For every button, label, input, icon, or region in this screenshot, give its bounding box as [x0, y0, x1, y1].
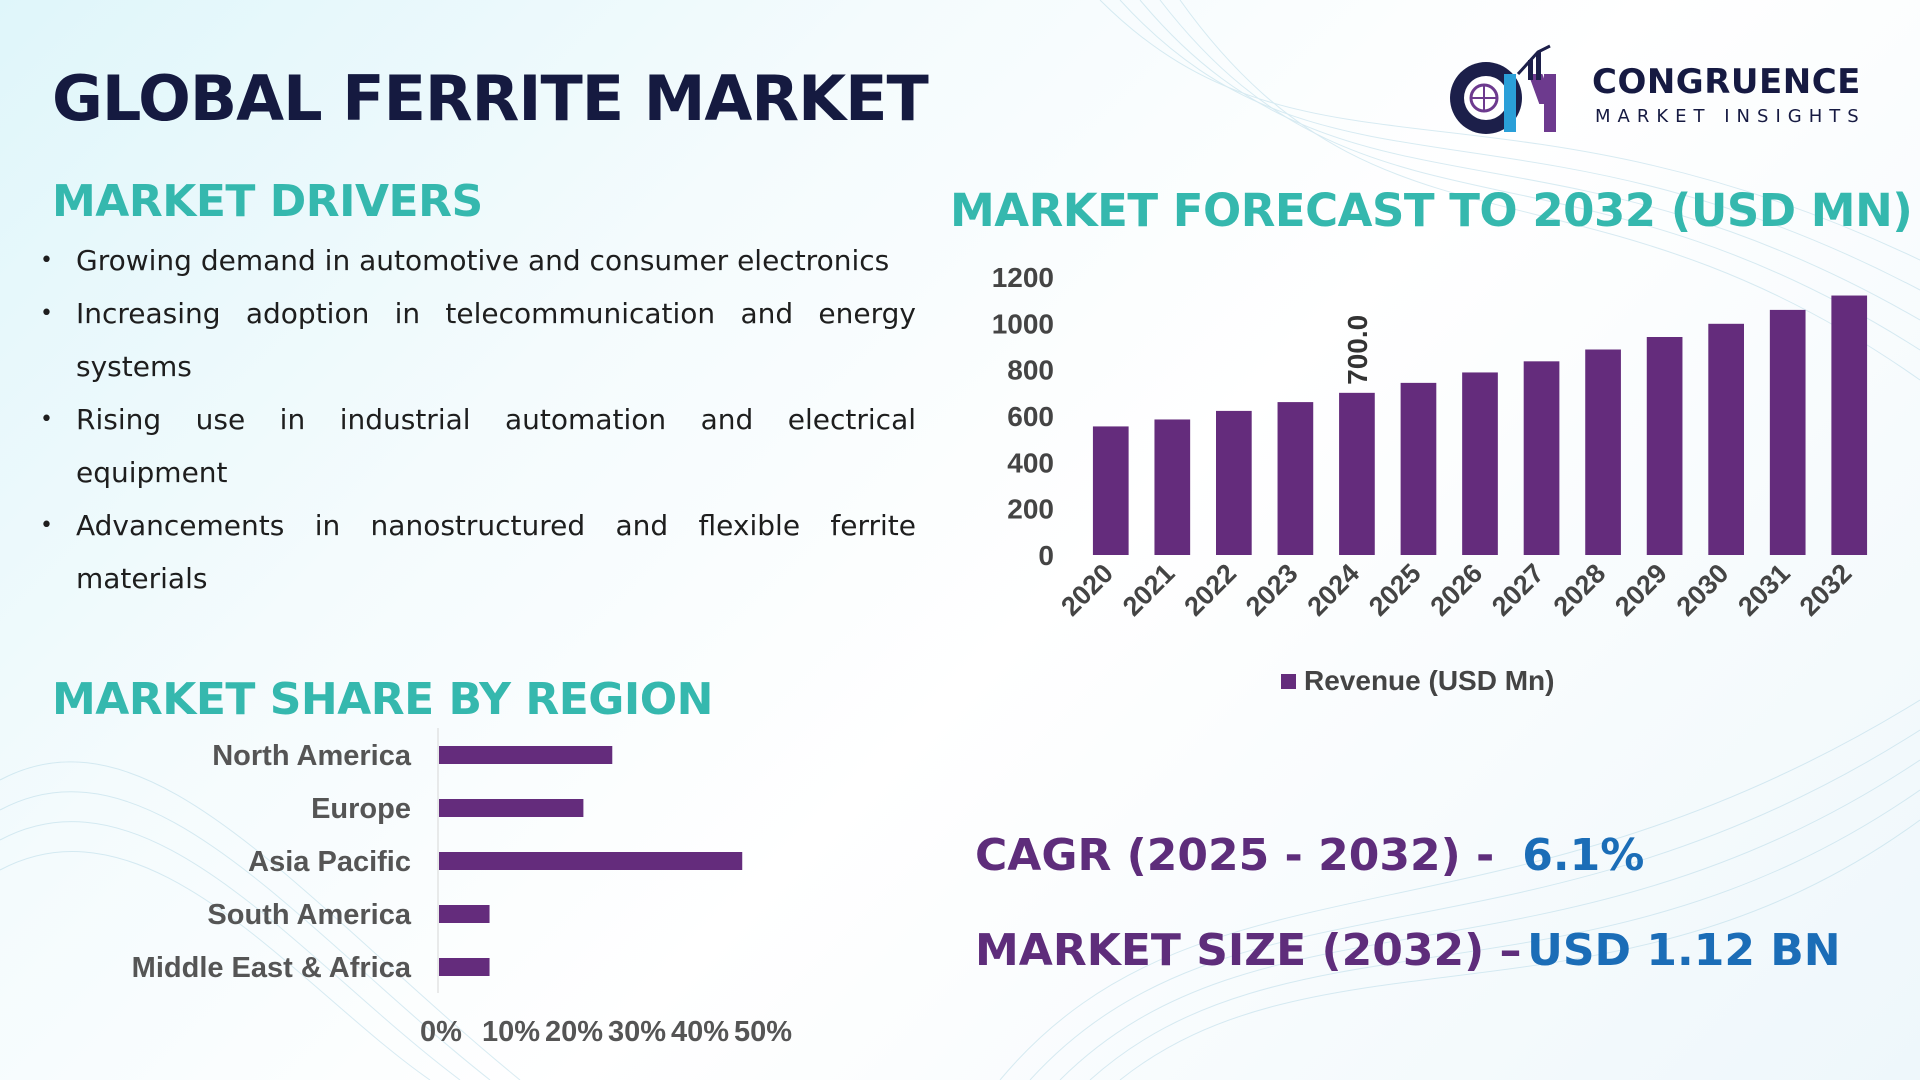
x-tick-label: 2024	[1301, 558, 1365, 622]
region-bar	[439, 799, 584, 817]
x-tick-label: 10%	[482, 1016, 540, 1048]
page-title: GLOBAL FERRITE MARKET	[52, 62, 929, 135]
forecast-bar	[1708, 323, 1744, 555]
forecast-bar	[1831, 295, 1868, 555]
forecast-bar	[1462, 372, 1498, 555]
x-tick-label: 2023	[1240, 558, 1304, 622]
y-tick-label: 0	[1038, 540, 1054, 571]
driver-item: Growing demand in automotive and consume…	[36, 234, 916, 287]
y-tick-label: 1200	[992, 262, 1054, 293]
x-tick-label: 40%	[671, 1016, 729, 1048]
legend-swatch	[1281, 674, 1296, 689]
x-tick-label: 0%	[420, 1016, 462, 1048]
market-forecast-heading: MARKET FORECAST TO 2032 (USD MN)	[950, 184, 1913, 237]
x-tick-label: 30%	[608, 1016, 666, 1048]
market-drivers-list: Growing demand in automotive and consume…	[36, 234, 916, 605]
x-tick-label: 2020	[1055, 558, 1119, 622]
x-tick-label: 2026	[1425, 558, 1489, 622]
market-size-value: USD 1.12 BN	[1527, 925, 1841, 976]
logo-tagline: MARKET INSIGHTS	[1595, 106, 1866, 127]
region-bar	[439, 852, 743, 870]
x-tick-label: 2029	[1609, 558, 1673, 622]
driver-item: Rising use in industrial automation and …	[36, 393, 916, 499]
market-drivers-heading: MARKET DRIVERS	[52, 176, 483, 227]
x-tick-label: 20%	[545, 1016, 603, 1048]
driver-item: Advancements in nanostructured and flexi…	[36, 499, 916, 605]
forecast-bar	[1154, 419, 1191, 555]
region-label: Europe	[311, 793, 411, 825]
region-bar	[439, 958, 490, 976]
y-tick-label: 600	[1007, 401, 1054, 432]
y-tick-label: 200	[1007, 494, 1054, 525]
y-tick-label: 400	[1007, 447, 1054, 478]
market-size-stat: MARKET SIZE (2032) – USD 1.12 BN	[975, 925, 1841, 976]
forecast-bar	[1585, 349, 1621, 555]
market-size-label: MARKET SIZE (2032) –	[975, 925, 1522, 976]
forecast-bar	[1339, 392, 1375, 555]
x-tick-label: 2028	[1548, 558, 1612, 622]
x-tick-label: 2032	[1794, 558, 1858, 622]
driver-item: Increasing adoption in telecommunication…	[36, 287, 916, 393]
forecast-bar	[1769, 309, 1806, 555]
data-label: 700.0	[1342, 315, 1373, 385]
forecast-bar	[1646, 337, 1683, 555]
region-label: Asia Pacific	[248, 846, 411, 878]
forecast-bar	[1092, 426, 1129, 555]
legend-label: Revenue (USD Mn)	[1304, 665, 1554, 696]
x-tick-label: 2021	[1117, 558, 1181, 622]
y-tick-label: 1000	[992, 308, 1054, 339]
region-label: South America	[207, 899, 411, 931]
congruence-logo: CONGRUENCE MARKET INSIGHTS	[1440, 40, 1900, 140]
forecast-bar	[1400, 382, 1437, 555]
region-label: North America	[212, 740, 412, 772]
cagr-value: 6.1%	[1522, 830, 1645, 881]
x-tick-label: 2025	[1363, 558, 1427, 622]
forecast-bar	[1216, 410, 1252, 555]
region-bar	[439, 746, 613, 764]
x-tick-label: 2027	[1486, 558, 1550, 622]
y-tick-label: 800	[1007, 355, 1054, 386]
x-tick-label: 2030	[1671, 558, 1735, 622]
x-tick-label: 2022	[1178, 558, 1242, 622]
region-label: Middle East & Africa	[132, 952, 412, 984]
x-tick-label: 50%	[734, 1016, 792, 1048]
forecast-bar-chart: 0200400600800100012002020202120222023202…	[992, 262, 1868, 696]
cmi-logo-icon	[1450, 44, 1556, 134]
forecast-bar	[1523, 361, 1560, 555]
region-share-chart: North America Europe Asia Pacific South Ame…	[132, 728, 792, 1048]
logo-name: CONGRUENCE	[1592, 62, 1861, 102]
cagr-label: CAGR (2025 - 2032) -	[975, 830, 1495, 881]
region-share-heading: MARKET SHARE BY REGION	[52, 674, 714, 725]
x-tick-label: 2031	[1732, 558, 1796, 622]
region-bar	[439, 905, 490, 923]
forecast-bar	[1277, 402, 1314, 555]
cagr-stat: CAGR (2025 - 2032) - 6.1%	[975, 830, 1644, 881]
